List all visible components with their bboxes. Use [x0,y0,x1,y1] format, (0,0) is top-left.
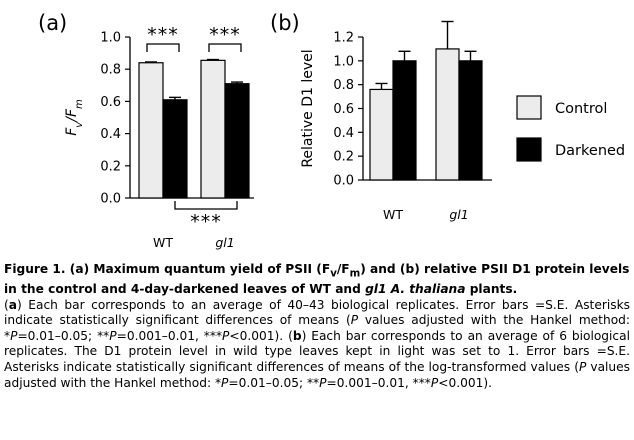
legend-swatch-darkened [516,137,542,162]
bar-darkened-wt [162,99,188,199]
y-tick-label: 1.2 [333,31,354,46]
y-axis-label: Fv/Fm [64,99,85,136]
y-tick-label: 0.2 [333,150,354,165]
significance-gl1-bracket [208,43,242,52]
legend-swatch-control [516,95,542,120]
y-tick-label: 0.6 [100,95,121,110]
y-tick-label: 0.4 [333,126,354,141]
significance-wt-bracket [146,43,180,52]
bar-control-wt [138,62,164,199]
y-tick-label: 1.0 [100,31,121,46]
bar-control-wt [369,88,394,181]
legend-label-darkened: Darkened [555,143,625,159]
figure-caption: Figure 1. (a) Maximum quantum yield of P… [4,262,630,391]
significance-darkened-bracket [174,201,238,210]
y-tick-label: 0.2 [100,159,121,174]
category-label: WT [383,207,403,222]
panel-label: (a) [38,11,67,35]
bar-darkened-wt [392,60,417,181]
y-tick-label: 0.8 [333,78,354,93]
legend-label-control: Control [555,101,607,117]
category-label: gl1 [449,207,468,222]
panel-label: (b) [270,11,300,35]
bar-control-gl1 [435,48,460,181]
bar-control-gl1 [200,59,226,199]
y-tick-label: 0.4 [100,127,121,142]
y-tick-label: 0.6 [333,102,354,117]
y-axis-label: Relative D1 level [300,49,316,167]
y-tick-label: 0.8 [100,63,121,78]
significance-wt-asterisks: *** [147,24,179,46]
panel-b: (b) 0.0 0.2 0.4 0.6 0.8 1.0 1.2 Relative D1 leve… [270,11,492,222]
bar-darkened-gl1 [458,60,483,181]
category-label: gl1 [215,235,234,250]
bar-darkened-gl1 [224,83,250,199]
significance-darkened-asterisks: *** [190,211,222,233]
significance-gl1-asterisks: *** [209,24,241,46]
figure-panels: (a) 0.0 0.2 0.4 0.6 0.8 1.0 Fv/Fm WT gl1 *** *** ***… [38,11,625,250]
category-label: WT [153,235,173,250]
legend: Control Darkened [516,95,625,162]
caption-title: Figure 1. (a) Maximum quantum yield of P… [4,262,630,297]
y-tick-label: 0.0 [100,192,121,207]
y-tick-label: 1.0 [333,54,354,69]
y-tick-label: 0.0 [333,174,354,189]
caption-body: (a) Each bar corresponds to an average o… [4,297,630,390]
panel-a: (a) 0.0 0.2 0.4 0.6 0.8 1.0 Fv/Fm WT gl1 *** *** *** [38,11,254,250]
